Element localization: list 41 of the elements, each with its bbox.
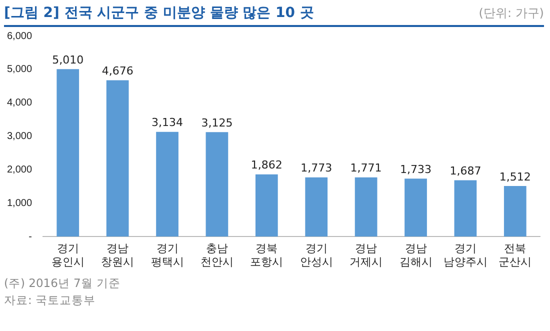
bar — [305, 177, 328, 237]
bar — [255, 174, 278, 237]
chart-subtitle: (단위: 가구) — [478, 5, 544, 22]
data-label: 1,733 — [400, 163, 432, 176]
y-tick-label: 1,000 — [6, 198, 32, 209]
data-label: 1,862 — [250, 158, 282, 172]
data-label: 1,773 — [300, 162, 332, 175]
data-label: 5,010 — [52, 53, 84, 66]
x-tick-label: 경남 창원시 — [101, 243, 134, 268]
x-tick-label: 경기 안성시 — [300, 243, 333, 268]
text: 자료: 국토교통부 — [4, 292, 97, 309]
data-label: 3,134 — [152, 116, 184, 130]
bar — [156, 132, 178, 237]
data-label: 3,125 — [201, 116, 233, 130]
y-tick-label: - — [28, 231, 32, 242]
y-tick-label: 2,000 — [6, 164, 32, 176]
y-tick-label: 5,000 — [6, 64, 32, 76]
bar — [454, 180, 477, 237]
x-tick-label: 전북 군산시 — [498, 243, 532, 268]
x-tick-label: 경북 포항시 — [250, 243, 284, 268]
x-tick-label: 경기 평택시 — [150, 243, 184, 268]
x-tick-label: 충남 천안시 — [200, 243, 234, 268]
text: (주) 2016년 7월 기준 — [4, 275, 122, 292]
chart-title: [그림 2] 전국 시군구 중 미분양 물량 많은 10 곳 — [4, 4, 314, 22]
bar — [206, 132, 228, 237]
bar — [504, 186, 526, 237]
x-tick-label: 경남 거제시 — [350, 243, 383, 268]
bar — [404, 178, 427, 237]
x-tick-label: 경기 남양주시 — [443, 243, 488, 268]
data-label: 1,687 — [450, 164, 482, 178]
y-tick-label: 4,000 — [6, 98, 32, 109]
bar — [56, 69, 80, 237]
x-tick-label: 경기 용인시 — [51, 243, 84, 268]
x-tick-label: 경남 김해시 — [399, 243, 432, 268]
data-label: 1,512 — [499, 170, 531, 184]
bar — [354, 177, 378, 237]
data-label: 1,771 — [350, 162, 382, 175]
y-tick-label: 6,000 — [6, 30, 32, 42]
bar — [106, 80, 129, 237]
y-tick-label: 3,000 — [6, 131, 32, 142]
data-label: 4,676 — [102, 64, 134, 78]
